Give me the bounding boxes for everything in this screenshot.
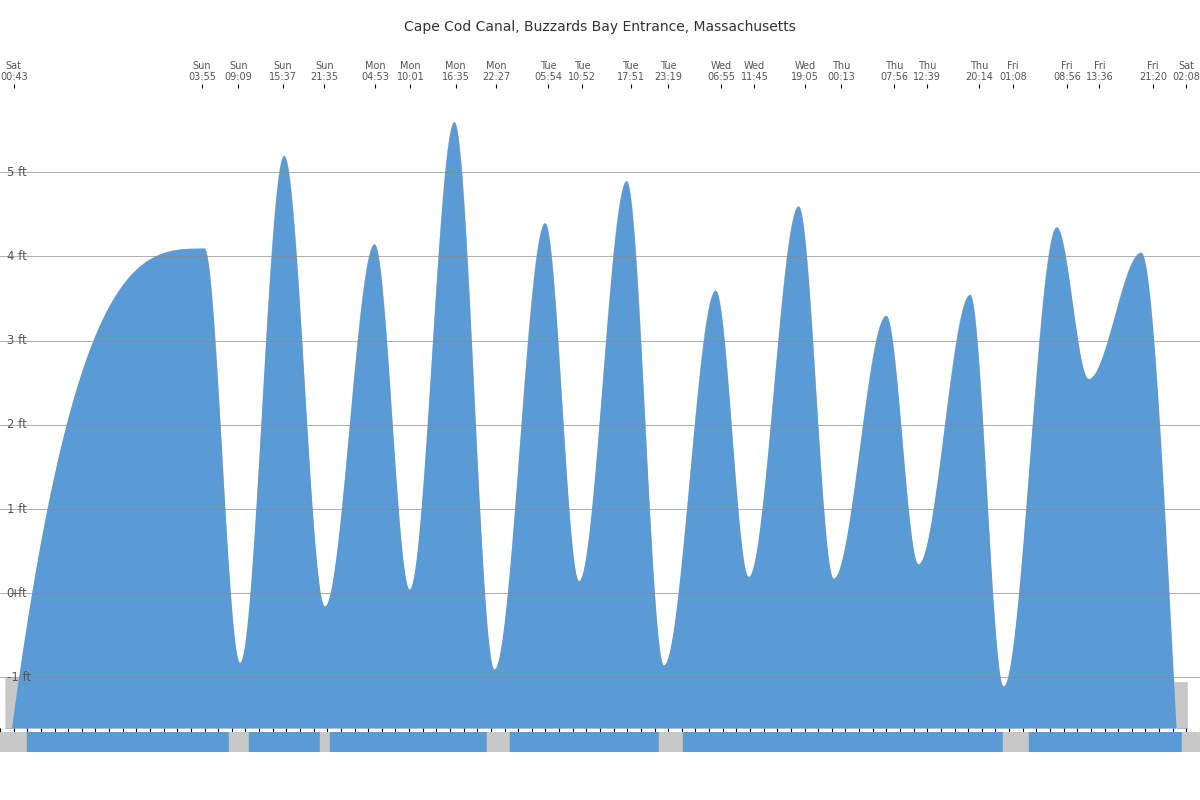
Text: 5 ft: 5 ft	[7, 166, 26, 178]
Text: 1 ft: 1 ft	[7, 502, 26, 515]
Bar	[320, 732, 330, 752]
Text: 0 ft: 0 ft	[7, 586, 26, 600]
Bar	[28, 732, 229, 752]
Bar	[229, 732, 248, 752]
Bar	[0, 732, 28, 752]
Text: +: +	[10, 586, 20, 600]
Text: 4 ft: 4 ft	[7, 250, 26, 263]
Bar	[659, 732, 683, 752]
Text: Cape Cod Canal, Buzzards Bay Entrance, Massachusetts: Cape Cod Canal, Buzzards Bay Entrance, M…	[404, 20, 796, 34]
Bar	[487, 732, 510, 752]
Bar	[683, 732, 1002, 752]
Bar	[330, 732, 487, 752]
Text: -1 ft: -1 ft	[7, 671, 31, 684]
Bar	[510, 732, 659, 752]
Text: 3 ft: 3 ft	[7, 334, 26, 347]
Bar	[1182, 732, 1200, 752]
Bar	[1028, 732, 1182, 752]
Bar	[1002, 732, 1028, 752]
Text: 2 ft: 2 ft	[7, 418, 26, 431]
Bar	[248, 732, 320, 752]
